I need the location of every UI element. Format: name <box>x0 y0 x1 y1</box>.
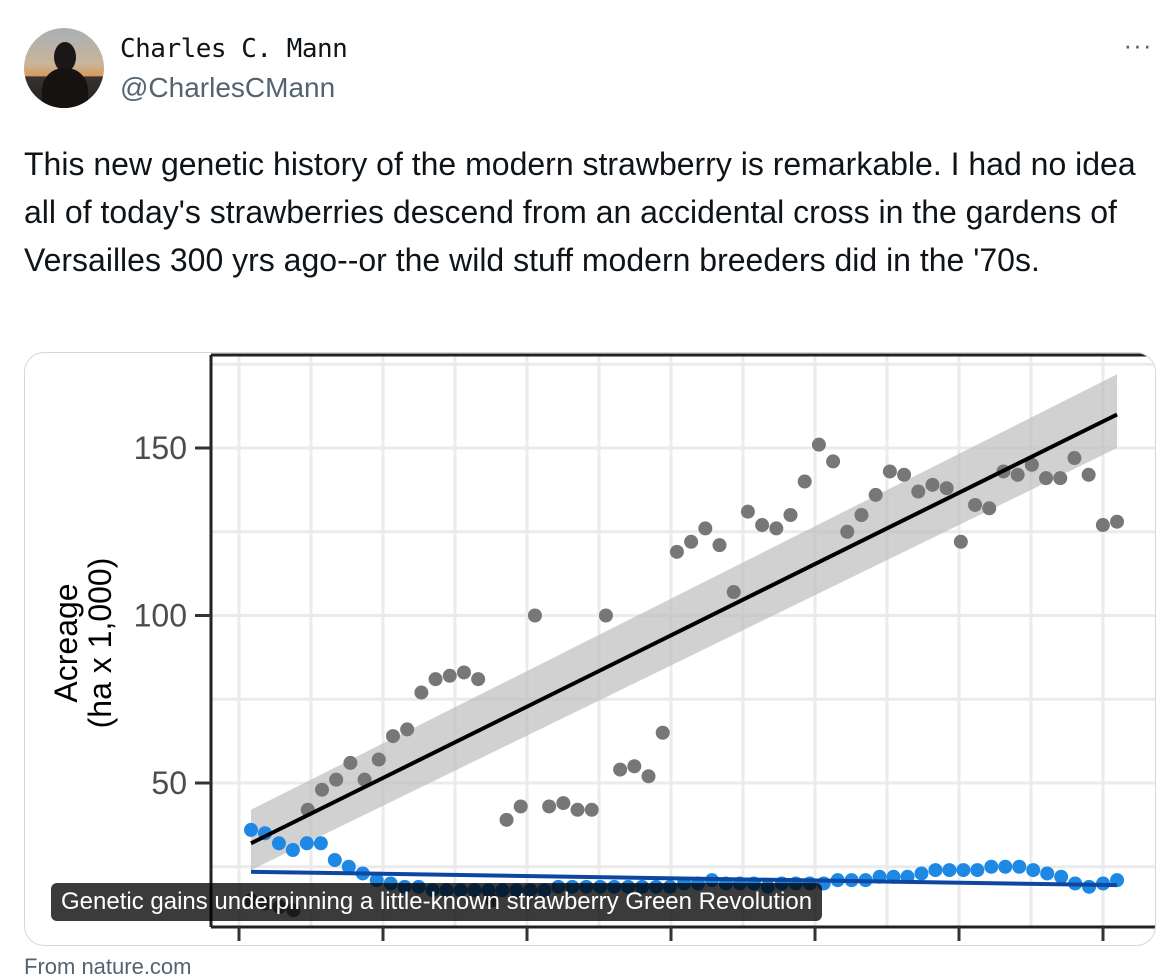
blue-data-point <box>970 863 985 878</box>
gray-data-point <box>1010 467 1025 482</box>
acreage-chart: 50 100 150 Acreage(ha x 1,000) <box>48 353 1155 941</box>
y-axis-sublabel: (ha x 1,000) <box>82 558 118 729</box>
tweet-text: This new genetic history of the modern s… <box>24 146 1136 278</box>
gray-data-point <box>811 437 826 452</box>
gray-data-point <box>414 685 429 700</box>
gray-data-point <box>968 497 983 512</box>
gray-data-point <box>698 521 713 536</box>
link-preview-card[interactable]: 50 100 150 Acreage (ha x 1,000) Genetic gain… <box>24 352 1156 946</box>
gray-data-point <box>371 752 386 767</box>
gray-data-point <box>1024 457 1039 472</box>
gray-data-point <box>329 772 344 787</box>
gray-data-point <box>641 769 656 784</box>
gray-data-point <box>613 762 628 777</box>
gray-data-point <box>939 481 954 496</box>
more-horizontal-icon: ··· <box>1123 30 1153 60</box>
gray-data-point <box>1067 451 1082 466</box>
blue-data-point <box>299 836 314 851</box>
gray-data-point <box>456 665 471 680</box>
gray-data-point <box>911 484 926 499</box>
gray-data-point <box>1081 467 1096 482</box>
gray-data-point <box>1053 471 1068 486</box>
gray-data-point <box>627 759 642 774</box>
blue-data-point <box>1054 869 1069 884</box>
gray-data-point <box>897 467 912 482</box>
gray-data-point <box>556 796 571 811</box>
blue-data-point <box>341 859 356 874</box>
gray-data-point <box>598 608 613 623</box>
blue-data-point <box>271 836 286 851</box>
card-source[interactable]: From nature.com <box>24 954 192 979</box>
gray-data-point <box>1095 518 1110 533</box>
gray-data-point <box>982 501 997 516</box>
gray-data-point <box>797 474 812 489</box>
gray-data-point <box>769 521 784 536</box>
y-tick-label: 100 <box>134 598 187 634</box>
gray-data-point <box>655 725 670 740</box>
gray-data-point <box>953 534 968 549</box>
gray-data-point <box>712 538 727 553</box>
blue-data-point <box>914 866 929 881</box>
gray-data-point <box>314 782 329 797</box>
card-caption: Genetic gains underpinning a little-know… <box>51 883 823 921</box>
blue-data-point <box>928 863 943 878</box>
black-trend-line <box>250 412 1118 846</box>
gray-data-point <box>570 802 585 817</box>
y-tick-label: 150 <box>134 430 187 466</box>
gray-data-point <box>726 585 741 600</box>
gray-data-point <box>1110 514 1125 529</box>
blue-data-point <box>1012 859 1027 874</box>
blue-data-point <box>942 863 957 878</box>
gray-data-point <box>527 608 542 623</box>
blue-data-point <box>285 843 300 857</box>
y-tick-label: 50 <box>151 765 187 801</box>
blue-data-point <box>998 859 1013 874</box>
author-handle[interactable]: @CharlesCMann <box>120 72 336 103</box>
gray-data-point <box>471 672 486 687</box>
gray-data-point <box>826 454 841 469</box>
more-options-button[interactable]: ··· <box>1118 30 1158 60</box>
gray-data-point <box>684 534 699 549</box>
blue-data-point <box>327 853 342 868</box>
confidence-band <box>251 374 1118 871</box>
blue-trend-line <box>250 869 1118 888</box>
gray-data-point <box>868 487 883 502</box>
author-avatar[interactable] <box>24 28 104 108</box>
gray-data-point <box>442 668 457 683</box>
blue-data-point <box>1040 866 1055 881</box>
y-axis-label: Acreage <box>48 583 84 702</box>
gray-data-point <box>343 755 358 770</box>
gray-data-point <box>854 508 869 522</box>
author-display-name[interactable]: Charles C. Mann <box>120 34 348 64</box>
gray-data-point <box>755 518 770 533</box>
gray-data-point <box>400 722 415 737</box>
blue-data-point <box>313 836 328 851</box>
gray-data-point <box>882 464 897 479</box>
gray-data-point <box>740 504 755 519</box>
blue-data-point <box>984 859 999 874</box>
gray-data-point <box>669 544 684 559</box>
blue-data-point <box>244 822 258 837</box>
gray-data-point <box>584 802 599 817</box>
gray-data-point <box>925 477 940 492</box>
gray-data-point <box>783 508 798 522</box>
gray-data-point <box>385 729 400 744</box>
blue-data-point <box>1082 879 1097 894</box>
gray-data-point <box>428 672 443 687</box>
avatar-silhouette-body <box>42 68 88 108</box>
gray-data-point <box>542 799 557 814</box>
gray-data-point <box>840 524 855 539</box>
avatar-silhouette-head <box>54 42 76 72</box>
gray-data-point <box>1039 471 1054 486</box>
gray-data-point <box>513 799 528 814</box>
gray-data-point <box>499 812 514 827</box>
blue-data-point <box>956 863 971 878</box>
blue-data-point <box>1026 863 1041 878</box>
